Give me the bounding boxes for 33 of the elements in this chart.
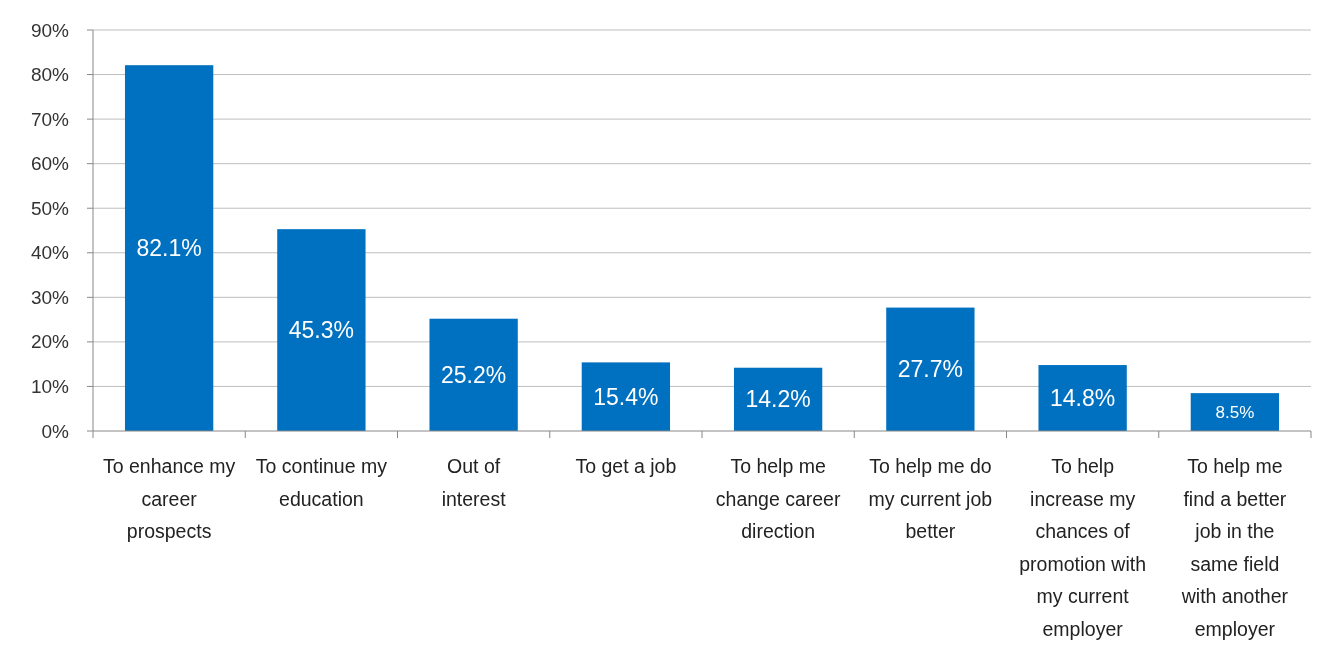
data-label: 8.5% bbox=[1215, 402, 1255, 422]
y-tick-label: 20% bbox=[30, 331, 70, 353]
x-tick-label: To help me change career direction bbox=[715, 455, 841, 542]
data-label: 27.7% bbox=[897, 356, 963, 383]
data-label: 25.2% bbox=[441, 361, 507, 388]
y-tick-label: 10% bbox=[30, 375, 70, 397]
data-label: 45.3% bbox=[288, 317, 354, 344]
y-tick-label: 30% bbox=[30, 286, 70, 308]
x-tick-label: To enhance my career prospects bbox=[103, 455, 236, 542]
bar bbox=[277, 229, 366, 431]
x-tick-label: To help me find a better job in the same field with another employer bbox=[1180, 455, 1289, 640]
bar bbox=[124, 65, 214, 431]
y-tick-label: 40% bbox=[30, 242, 70, 264]
x-tick-label: To get a job bbox=[575, 455, 677, 477]
bar bbox=[429, 318, 518, 431]
data-label: 14.2% bbox=[745, 386, 811, 413]
y-tick-label: 60% bbox=[30, 153, 70, 175]
bar bbox=[886, 307, 975, 431]
bar bbox=[581, 362, 671, 431]
y-tick-label: 50% bbox=[30, 197, 70, 219]
bar bbox=[1038, 365, 1127, 431]
y-tick-label: 80% bbox=[30, 64, 70, 86]
x-tick-label: To help me do my current job better bbox=[868, 455, 993, 542]
data-label: 82.1% bbox=[136, 235, 202, 262]
x-tick-label: Out of interest bbox=[441, 455, 507, 510]
bar bbox=[1190, 393, 1280, 431]
y-tick-label: 70% bbox=[30, 108, 70, 130]
x-tick-label: To continue my education bbox=[255, 455, 388, 510]
x-tick-label: To help increase my chances of promotion with my current employer bbox=[1019, 455, 1147, 640]
y-tick-label: 90% bbox=[30, 19, 70, 41]
data-label: 14.8% bbox=[1050, 385, 1116, 412]
y-tick-label: 0% bbox=[41, 420, 70, 442]
data-label: 15.4% bbox=[593, 383, 659, 410]
